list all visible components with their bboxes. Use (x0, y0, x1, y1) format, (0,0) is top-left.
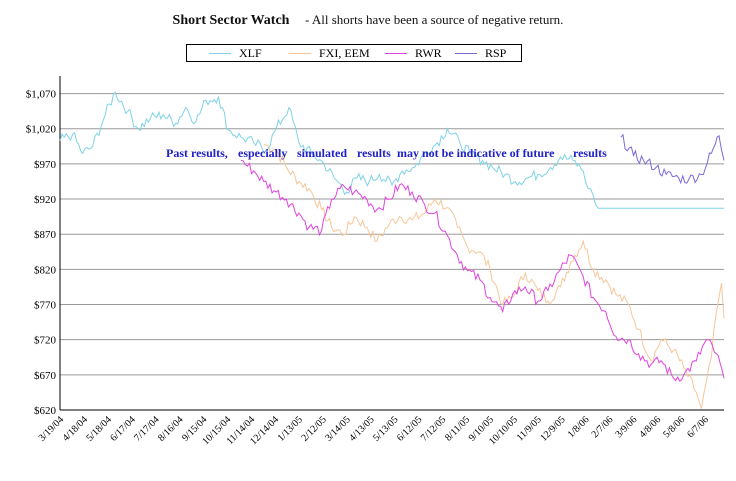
x-tick-label: 5/13/05 (371, 414, 400, 443)
y-axis-ticks: $1,070 $1,020 $970 $920 $870 $820 $770 $720 $670… (26, 89, 57, 417)
disclaimer-word: results (573, 146, 607, 160)
axes (59, 76, 724, 411)
y-tick-label: $670 (34, 370, 57, 382)
x-tick-label: 5/18/04 (85, 414, 114, 443)
series-lines (59, 91, 725, 409)
disclaimer-word: Past results, (166, 146, 228, 160)
x-tick-label: 6/7/06 (685, 414, 711, 440)
legend-swatch-fxi-eem (289, 53, 311, 54)
x-tick-label: 1/13/05 (276, 414, 305, 443)
series-line-rsp (620, 133, 725, 185)
x-tick-label: 7/12/05 (419, 414, 448, 443)
y-tick-label: $920 (34, 194, 57, 206)
legend-swatch-rsp (455, 53, 477, 54)
y-tick-label: $970 (34, 159, 57, 171)
series-line-rwr (241, 159, 725, 382)
x-tick-label: 4/18/04 (61, 414, 90, 443)
disclaimer-annotation: Past results, especially simulated results m… (166, 146, 607, 160)
x-tick-label: 8/16/04 (156, 414, 185, 443)
chart-subtitle: - All shorts have been a source of negat… (304, 12, 564, 27)
legend-label-rsp: RSP (485, 46, 507, 60)
series-line-xlf (59, 91, 724, 209)
y-tick-label: $1,020 (26, 124, 57, 136)
x-tick-label: 4/13/05 (347, 414, 376, 443)
legend-swatch-rwr (385, 53, 407, 54)
chart-legend: XLF FXI, EEM RWR RSP (186, 44, 522, 62)
disclaimer-word: especially (238, 146, 287, 160)
x-tick-label: 6/17/04 (108, 414, 137, 443)
disclaimer-word: simulated (297, 146, 347, 160)
disclaimer-word: results (357, 146, 391, 160)
disclaimer-word: may not be indicative of future (397, 146, 555, 160)
x-tick-label: 8/11/05 (443, 414, 472, 443)
y-tick-label: $720 (34, 335, 57, 347)
x-tick-label: 3/9/06 (614, 414, 640, 440)
chart-title-row: Short Sector Watch - All shorts have bee… (0, 12, 736, 29)
x-tick-label: 2/7/06 (590, 414, 616, 440)
x-tick-label: 3/19/04 (37, 414, 66, 443)
series-line-fxi-eem (263, 143, 725, 409)
y-tick-label: $620 (34, 405, 57, 417)
gridlines (60, 93, 724, 411)
legend-swatch-xlf (209, 53, 231, 54)
x-axis-ticks: 3/19/044/18/045/18/046/17/047/17/048/16/… (37, 414, 711, 447)
x-tick-label: 12/9/05 (538, 414, 567, 443)
legend-label-rwr: RWR (415, 46, 442, 60)
x-tick-label: 11/9/05 (515, 414, 544, 443)
x-tick-label: 4/8/06 (637, 414, 663, 440)
legend-label-xlf: XLF (239, 46, 262, 60)
y-tick-label: $870 (34, 229, 57, 241)
chart-title: Short Sector Watch (172, 13, 290, 28)
y-tick-label: $820 (34, 264, 57, 276)
x-tick-label: 3/14/05 (323, 414, 352, 443)
x-tick-label: 7/17/04 (132, 414, 161, 443)
legend-label-fxi-eem: FXI, EEM (319, 46, 370, 60)
y-tick-label: $1,070 (26, 89, 57, 101)
x-tick-label: 6/12/05 (395, 414, 424, 443)
x-tick-label: 2/12/05 (299, 414, 328, 443)
x-tick-label: 5/8/06 (661, 414, 687, 440)
x-tick-label: 1/8/06 (566, 414, 592, 440)
y-tick-label: $770 (34, 300, 57, 312)
